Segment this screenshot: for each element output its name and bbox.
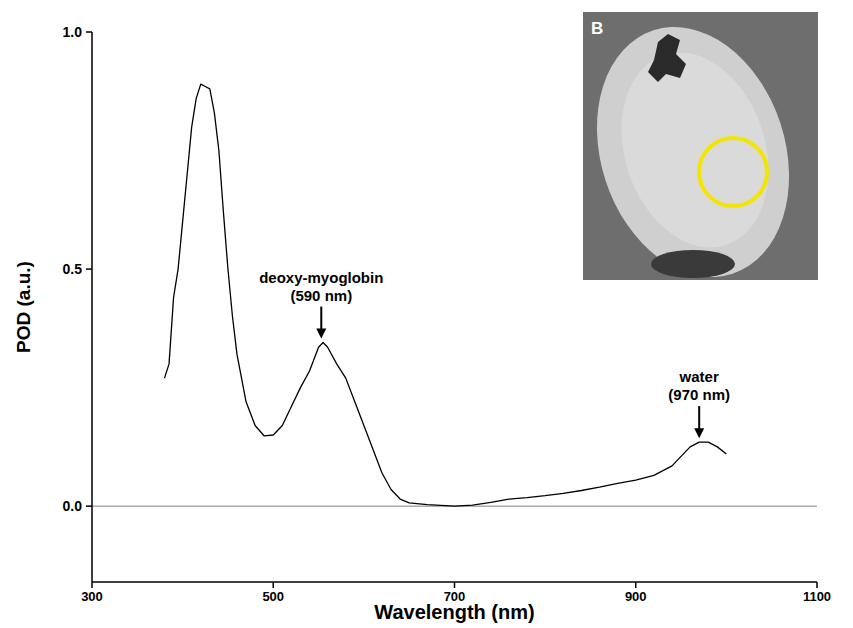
y-tick-label: 1.0 [63, 24, 83, 40]
y-tick [86, 268, 92, 270]
x-tick [635, 582, 637, 588]
x-tick [273, 582, 275, 588]
chart: B30050070090011000.00.51.0Wavelength (nm… [0, 0, 853, 628]
y-tick-label: 0.5 [63, 261, 83, 277]
panel-label: B [591, 19, 603, 38]
annotation-arrowhead [694, 428, 704, 438]
x-tick-label: 1100 [803, 589, 831, 604]
spectrum-line [165, 84, 727, 506]
x-tick [454, 582, 456, 588]
annotation-text: deoxy-myoglobin [259, 269, 383, 286]
inset-dark-base [651, 250, 735, 278]
annotation-text: (970 nm) [668, 386, 730, 403]
annotation-text: (590 nm) [290, 287, 352, 304]
inset-tissue [566, 2, 820, 302]
y-tick-label: 0.0 [63, 498, 83, 514]
x-axis-title: Wavelength (nm) [374, 601, 534, 623]
annotation-arrowhead [316, 329, 326, 339]
y-axis-title: POD (a.u.) [13, 261, 34, 353]
y-tick [86, 31, 92, 33]
plot-marks [165, 84, 727, 506]
annotation-text: water [679, 368, 719, 385]
annotation-arrow [698, 406, 700, 430]
y-axis [91, 32, 93, 582]
inset-region-circle [699, 138, 767, 206]
x-tick [816, 582, 818, 588]
inset-photo: B [566, 2, 820, 302]
inset-dark-spot [648, 34, 686, 82]
x-tick [91, 582, 93, 588]
inset-tissue-highlight [598, 33, 793, 266]
x-tick-label: 900 [625, 589, 647, 604]
y-tick [86, 505, 92, 507]
annotations: deoxy-myoglobin(590 nm) water(970 nm) [259, 269, 730, 439]
x-tick-label: 500 [262, 589, 284, 604]
x-tick-label: 300 [81, 589, 103, 604]
annotation-arrow [320, 307, 322, 331]
